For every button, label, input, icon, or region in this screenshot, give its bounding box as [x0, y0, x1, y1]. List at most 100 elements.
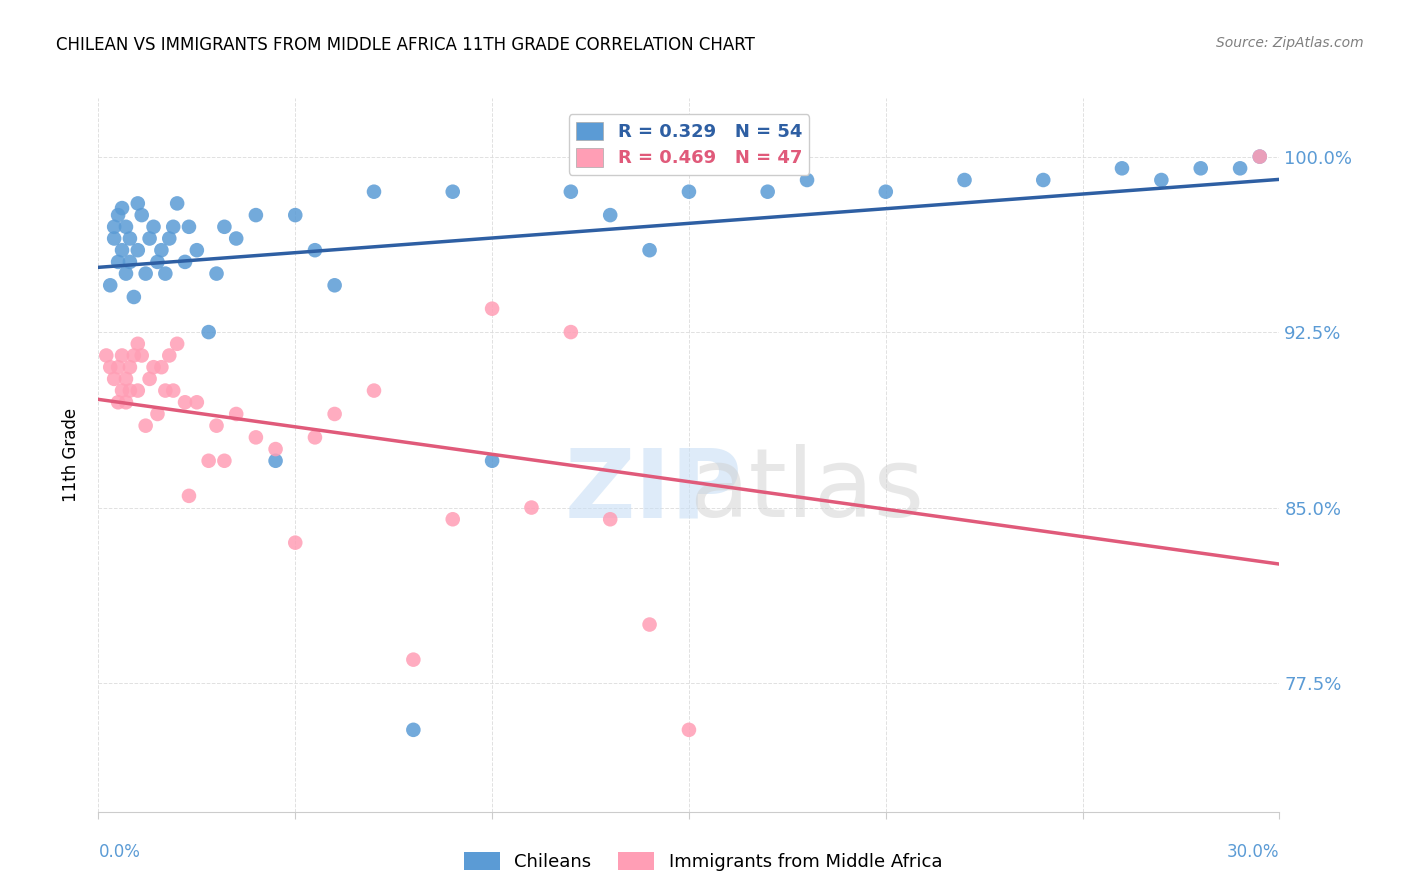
Point: [875, 185, 897, 199]
Point: [197, 325, 219, 339]
Point: [135, 418, 157, 433]
Point: [166, 196, 188, 211]
Point: [441, 185, 464, 199]
Point: [98, 360, 121, 375]
Point: [304, 430, 326, 444]
Point: [1189, 161, 1212, 176]
Point: [402, 653, 425, 667]
Point: [402, 723, 425, 737]
Point: [214, 219, 236, 234]
Point: [796, 173, 818, 187]
Point: [166, 336, 188, 351]
Point: [214, 454, 236, 468]
Point: [115, 267, 138, 281]
Point: [441, 512, 464, 526]
Point: [953, 173, 976, 187]
Text: 30.0%: 30.0%: [1227, 843, 1279, 861]
Point: [678, 185, 700, 199]
Point: [1229, 161, 1251, 176]
Point: [155, 267, 177, 281]
Point: [1150, 173, 1173, 187]
Point: [111, 243, 134, 257]
Point: [131, 208, 153, 222]
Point: [481, 301, 503, 316]
Point: [245, 430, 267, 444]
Y-axis label: 11th Grade: 11th Grade: [62, 408, 80, 502]
Point: [146, 407, 169, 421]
Point: [560, 325, 582, 339]
Legend: R = 0.329   N = 54, R = 0.469   N = 47: R = 0.329 N = 54, R = 0.469 N = 47: [569, 114, 808, 175]
Point: [122, 349, 145, 363]
Point: [323, 407, 346, 421]
Text: 0.0%: 0.0%: [98, 843, 141, 861]
Text: CHILEAN VS IMMIGRANTS FROM MIDDLE AFRICA 11TH GRADE CORRELATION CHART: CHILEAN VS IMMIGRANTS FROM MIDDLE AFRICA…: [56, 36, 755, 54]
Point: [481, 454, 503, 468]
Point: [162, 384, 184, 398]
Point: [115, 219, 138, 234]
Point: [103, 219, 125, 234]
Point: [127, 196, 149, 211]
Point: [197, 454, 219, 468]
Point: [205, 418, 228, 433]
Point: [155, 384, 177, 398]
Point: [107, 255, 129, 269]
Point: [138, 372, 160, 386]
Point: [118, 255, 141, 269]
Point: [245, 208, 267, 222]
Point: [135, 267, 157, 281]
Point: [142, 360, 165, 375]
Point: [1249, 150, 1271, 164]
Point: [225, 231, 247, 245]
Point: [1032, 173, 1054, 187]
Point: [118, 384, 141, 398]
Point: [131, 349, 153, 363]
Point: [107, 208, 129, 222]
Point: [599, 208, 621, 222]
Point: [98, 278, 121, 293]
Point: [107, 360, 129, 375]
Point: [111, 349, 134, 363]
Point: [205, 267, 228, 281]
Point: [162, 219, 184, 234]
Point: [127, 336, 149, 351]
Point: [107, 395, 129, 409]
Text: ZIP: ZIP: [565, 444, 742, 537]
Point: [756, 816, 779, 830]
Point: [96, 349, 118, 363]
Point: [1111, 161, 1133, 176]
Point: [177, 489, 200, 503]
Point: [157, 231, 180, 245]
Point: [756, 185, 779, 199]
Point: [264, 442, 287, 456]
Point: [264, 454, 287, 468]
Point: [678, 723, 700, 737]
Point: [177, 219, 200, 234]
Point: [103, 372, 125, 386]
Point: [560, 185, 582, 199]
Point: [138, 231, 160, 245]
Point: [284, 208, 307, 222]
Point: [225, 407, 247, 421]
Point: [284, 535, 307, 549]
Point: [186, 395, 208, 409]
Point: [638, 617, 661, 632]
Legend: Chileans, Immigrants from Middle Africa: Chileans, Immigrants from Middle Africa: [457, 845, 949, 879]
Text: Source: ZipAtlas.com: Source: ZipAtlas.com: [1216, 36, 1364, 50]
Point: [127, 243, 149, 257]
Point: [150, 243, 173, 257]
Point: [118, 360, 141, 375]
Point: [103, 231, 125, 245]
Point: [146, 255, 169, 269]
Point: [111, 384, 134, 398]
Point: [115, 395, 138, 409]
Text: atlas: atlas: [689, 444, 925, 537]
Point: [186, 243, 208, 257]
Point: [174, 255, 197, 269]
Point: [115, 372, 138, 386]
Point: [111, 201, 134, 215]
Point: [363, 384, 385, 398]
Point: [1249, 150, 1271, 164]
Point: [142, 219, 165, 234]
Point: [150, 360, 173, 375]
Point: [520, 500, 543, 515]
